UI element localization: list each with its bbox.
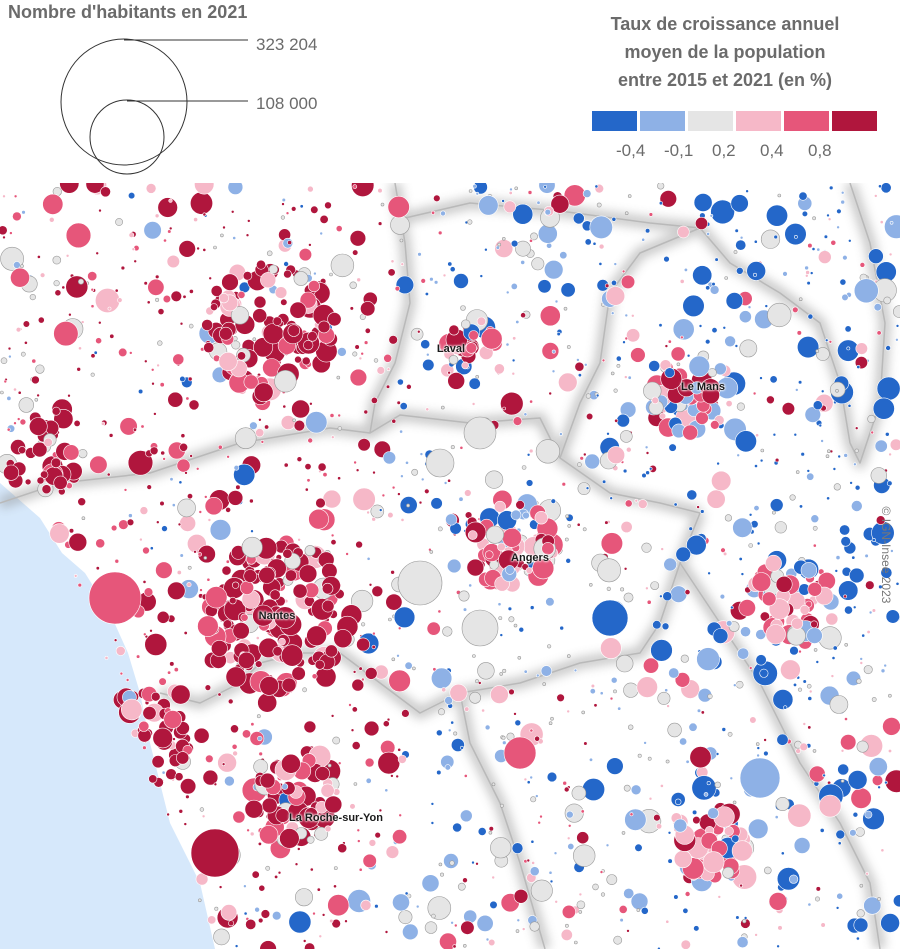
city-label-angers: Angers (511, 552, 549, 564)
color-legend-title-line-3: entre 2015 et 2021 (en %) (617, 70, 833, 90)
size-legend-circle-small (89, 99, 165, 175)
size-legend-title: Nombre d'habitants en 2021 (8, 2, 248, 22)
city-label-nantes: Nantes (258, 610, 296, 622)
color-class-label-4: 0,4 (760, 141, 784, 160)
city-label-le-mans: Le Mans (680, 381, 726, 393)
size-legend-value-small: 108 000 (256, 94, 317, 113)
map: Laval Le Mans Angers Nantes La Roche-sur… (0, 183, 900, 949)
color-swatch-4 (736, 111, 781, 131)
color-swatch-6 (832, 111, 877, 131)
color-class-label-2: -0,1 (664, 141, 694, 160)
color-class-label-1: -0,4 (616, 141, 646, 160)
size-legend-value-large: 323 204 (256, 35, 317, 54)
color-class-label-3: 0,2 (712, 141, 736, 160)
color-swatch-3 (688, 111, 733, 131)
color-legend-title-line-1: Taux de croissance annuel (610, 14, 840, 34)
city-label-laval: Laval (436, 343, 466, 355)
city-label-la-roche-sur-yon: La Roche-sur-Yon (289, 812, 383, 824)
commune-bubbles (0, 183, 900, 949)
credit: © IGN-Insee 2023 (879, 506, 893, 604)
color-class-label-5: 0,8 (808, 141, 832, 160)
size-legend-circle-large (60, 38, 188, 166)
color-legend-title: Taux de croissance annuel moyen de la po… (560, 10, 890, 94)
sea (0, 483, 215, 949)
color-swatch-1 (592, 111, 637, 131)
map-svg (0, 183, 900, 949)
color-legend-title-line-2: moyen de la population (624, 42, 826, 62)
size-legend: 323 204 108 000 (60, 35, 317, 175)
color-swatch-2 (640, 111, 685, 131)
color-swatch-5 (784, 111, 829, 131)
